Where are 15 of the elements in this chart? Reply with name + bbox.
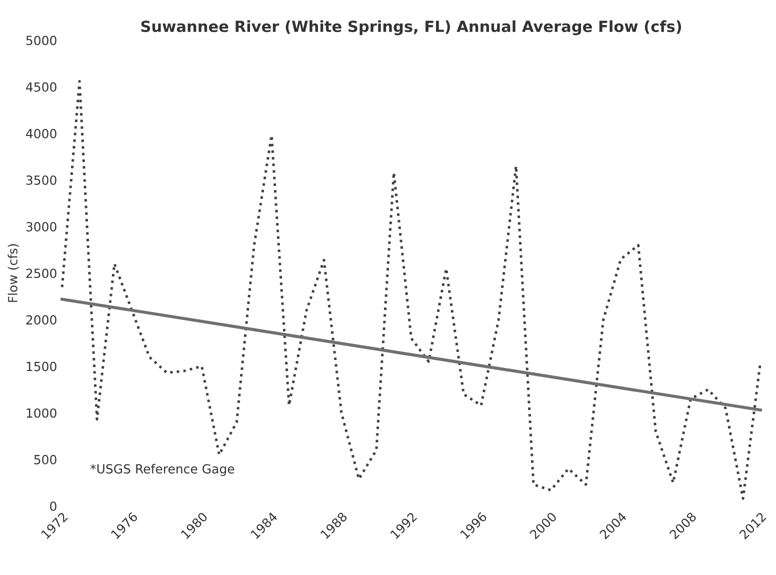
y-tick-label: 4500 xyxy=(26,82,56,92)
y-tick-label: 2000 xyxy=(26,315,56,325)
line-series xyxy=(60,80,762,500)
y-tick-label: 5000 xyxy=(26,36,56,46)
y-tick-label: 1000 xyxy=(26,408,56,418)
y-tick-label: 2500 xyxy=(26,268,56,278)
y-axis-title: Flow (cfs) xyxy=(8,244,19,302)
y-tick-label: 3000 xyxy=(26,222,56,232)
annotation: *USGS Reference Gage xyxy=(90,464,234,476)
y-tick-label: 3500 xyxy=(26,175,56,185)
y-tick-label: 500 xyxy=(34,454,56,464)
y-tick-label: 0 xyxy=(50,501,56,511)
y-tick-label: 4000 xyxy=(26,128,56,138)
y-tick-label: 1500 xyxy=(26,362,56,372)
chart-title: Suwannee River (White Springs, FL) Annual Average Flow (cfs) xyxy=(141,20,682,36)
